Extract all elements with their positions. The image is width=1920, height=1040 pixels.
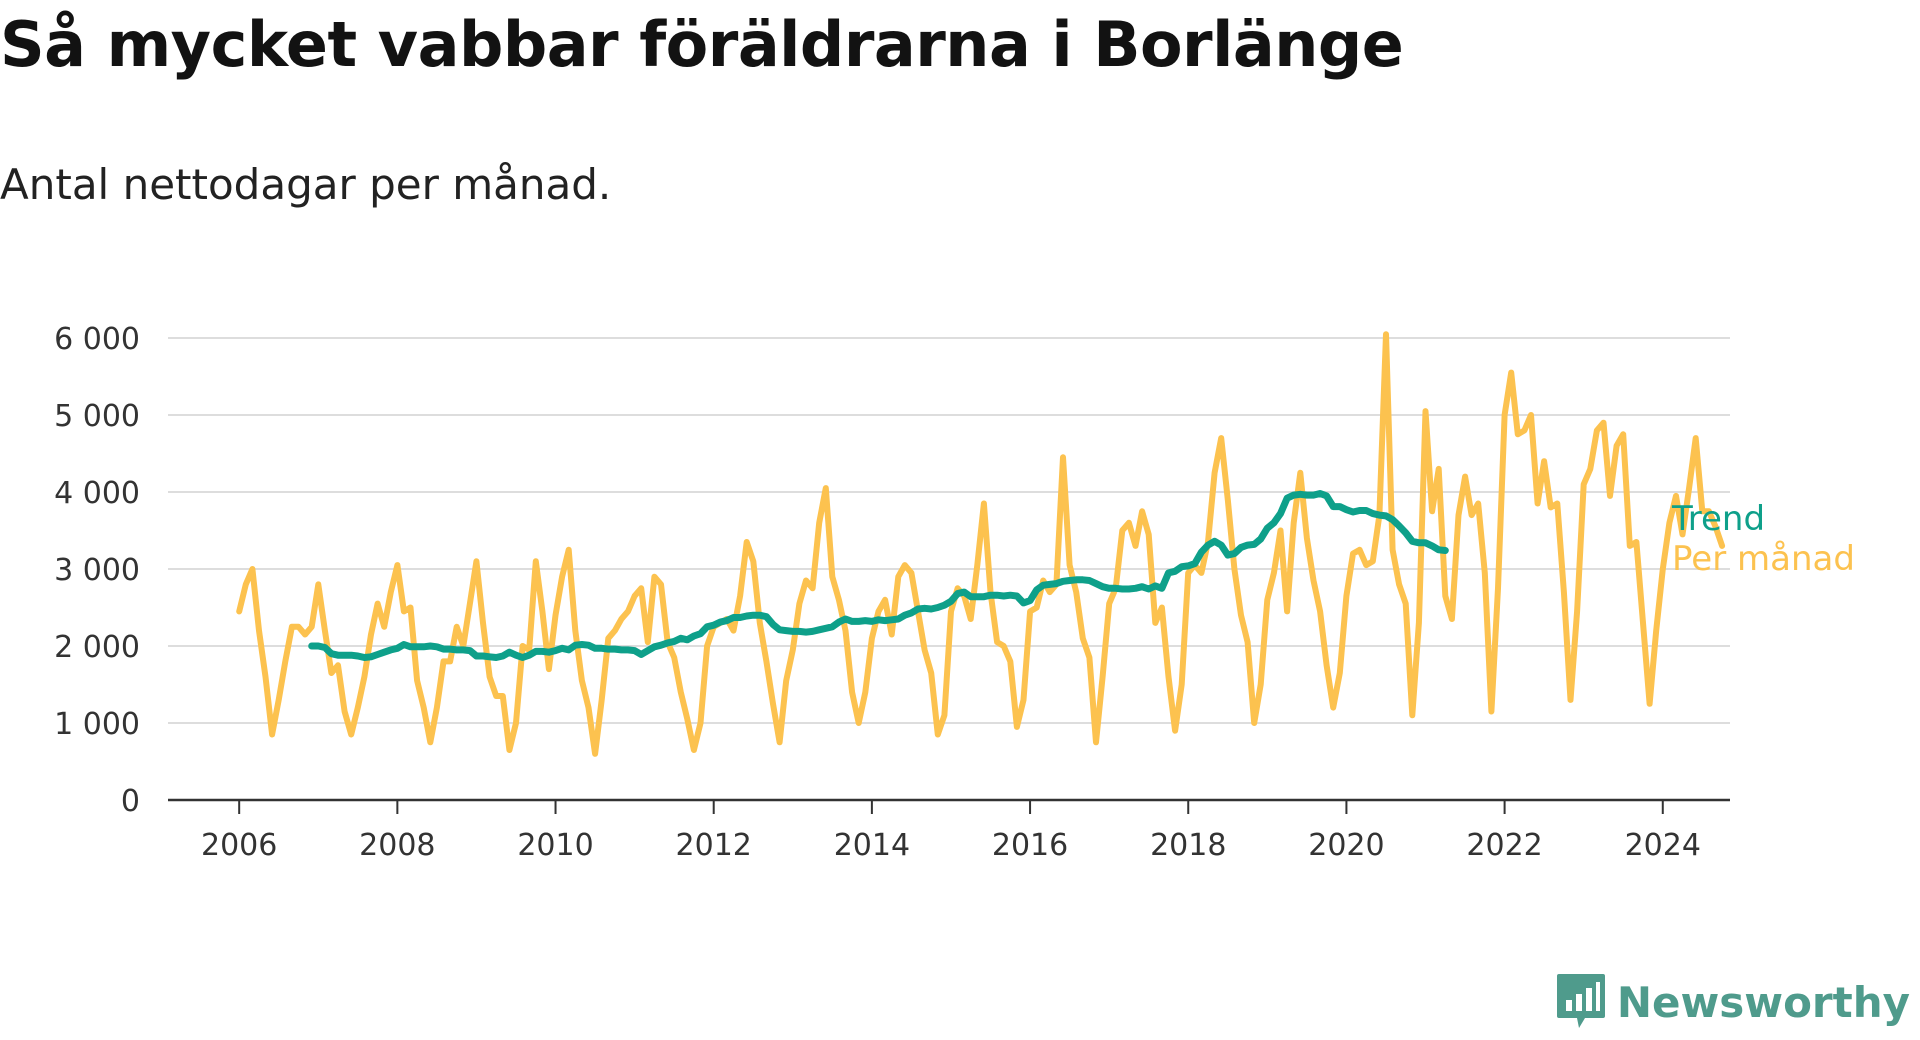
y-tick-label: 2 000 (54, 630, 140, 665)
y-tick-label: 4 000 (54, 476, 140, 511)
chart-subtitle: Antal nettodagar per månad. (0, 160, 612, 209)
legend-per-manad: Per månad (1672, 539, 1855, 579)
x-axis-ticks: 2006 2008 2010 2012 2014 2016 2018 2020 2022 2024 (168, 798, 1730, 863)
y-tick-label: 5 000 (54, 399, 140, 434)
x-tick-label: 2020 (1308, 828, 1384, 863)
chart-title: Så mycket vabbar föräldrarna i Borlänge (0, 8, 1404, 81)
x-tick-label: 2008 (359, 828, 435, 863)
x-tick-label: 2016 (992, 828, 1068, 863)
brand-name: Newsworthy (1616, 977, 1910, 1027)
x-tick-label: 2012 (676, 828, 752, 863)
y-axis-ticks: 0 1 000 2 000 3 000 4 000 5 000 6 000 (54, 322, 140, 819)
legend-trend: Trend (1671, 499, 1765, 539)
y-tick-label: 1 000 (54, 707, 140, 742)
y-tick-label: 0 (121, 784, 140, 819)
x-tick-label: 2024 (1625, 828, 1701, 863)
y-tick-label: 3 000 (54, 553, 140, 588)
y-tick-label: 6 000 (54, 322, 140, 357)
newsworthy-logo-icon (1556, 974, 1605, 1028)
x-tick-label: 2006 (201, 828, 277, 863)
newsworthy-logo: Newsworthy (1555, 970, 1910, 1034)
x-tick-label: 2014 (834, 828, 910, 863)
x-tick-label: 2018 (1150, 828, 1226, 863)
series-lines (236, 331, 1726, 757)
series-line-per-manad (236, 331, 1726, 757)
series-line-trend (308, 490, 1449, 661)
x-tick-label: 2022 (1466, 828, 1542, 863)
x-tick-label: 2010 (517, 828, 593, 863)
